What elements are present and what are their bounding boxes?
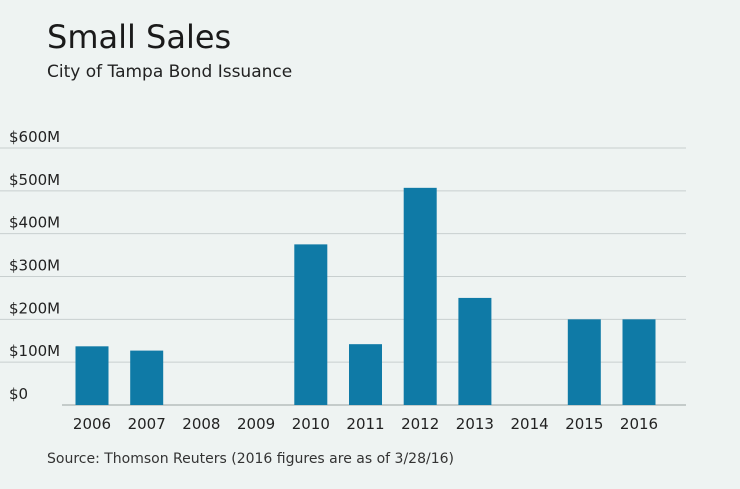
y-axis-labels: $0 $100M $200M $300M $400M $500M $600M [9,128,60,403]
bar-2012 [403,187,437,405]
bar-2015 [567,319,601,405]
y-tick-label: $400M [9,214,60,232]
y-tick-label: $200M [9,299,60,317]
bar-2011 [349,344,382,405]
bar-2010 [294,244,328,405]
y-tick-label: $600M [9,128,60,146]
x-tick-label: 2011 [346,415,384,433]
y-tick-label: $300M [9,257,60,275]
x-axis-labels: 2006 2007 2008 2009 2010 2011 2012 2013 2014 2015… [73,415,658,433]
x-tick-label: 2009 [237,415,275,433]
x-tick-label: 2010 [292,415,330,433]
bars [75,187,656,405]
x-tick-label: 2015 [565,415,603,433]
y-tick-label: $100M [9,342,60,360]
x-tick-label: 2008 [182,415,220,433]
bar-2013 [458,297,492,405]
bar-2006 [75,346,109,405]
chart-subtitle: City of Tampa Bond Issuance [47,62,293,82]
x-tick-label: 2014 [511,415,549,433]
y-tick-label: $0 [9,385,28,403]
x-tick-label: 2006 [73,415,111,433]
bar-2007 [130,350,164,405]
x-tick-label: 2013 [456,415,494,433]
chart-title: Small Sales [47,18,232,56]
x-tick-label: 2012 [401,415,439,433]
y-tick-label: $500M [9,171,60,189]
source-note: Source: Thomson Reuters (2016 figures ar… [47,451,454,467]
bar-2016 [622,319,656,405]
x-tick-label: 2016 [620,415,658,433]
x-tick-label: 2007 [128,415,166,433]
